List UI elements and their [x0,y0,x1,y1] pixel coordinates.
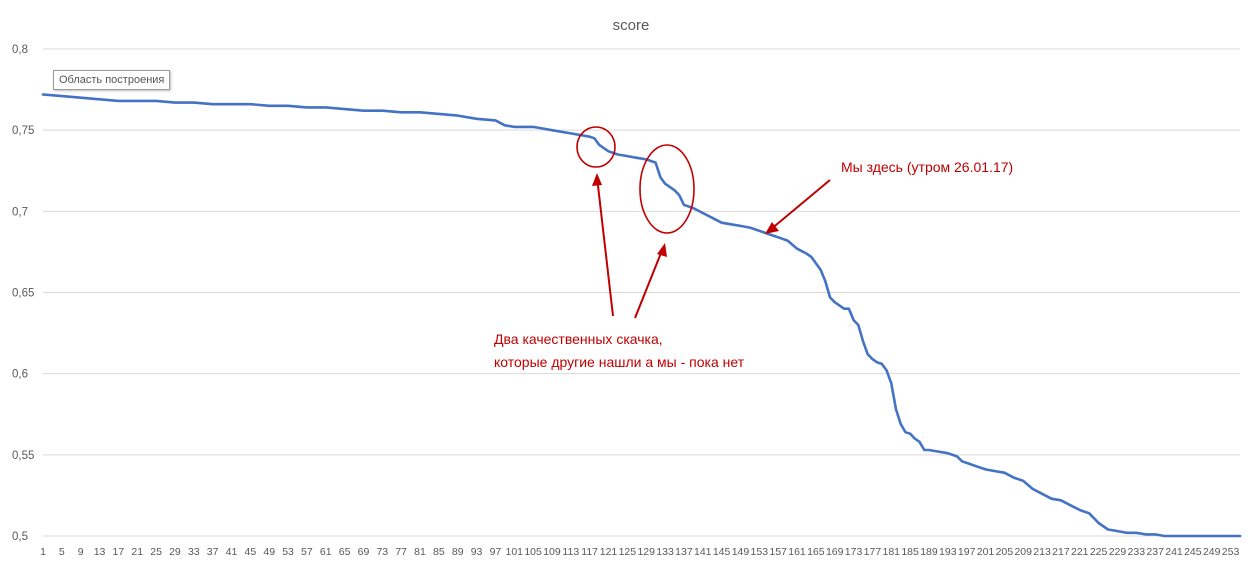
x-tick-label: 173 [845,546,863,558]
x-tick-label: 137 [675,546,693,558]
series-layer [41,93,1242,538]
x-tick-label: 249 [1203,546,1221,558]
y-tick-label: 0,75 [12,125,34,137]
x-tick-label: 225 [1090,546,1108,558]
gridlines [43,48,1240,537]
x-tick-label: 209 [1014,546,1032,558]
x-tick-label: 197 [958,546,976,558]
annotation-arrow-jump-1 [596,176,614,317]
x-tick-label: 25 [150,546,162,558]
y-tick-label: 0,5 [12,531,28,543]
annotation-arrowhead-jump-2 [657,243,667,257]
x-tick-label: 149 [732,546,750,558]
x-tick-label: 69 [358,546,370,558]
x-tick-label: 185 [901,546,919,558]
x-axis-ticks: 1 5 9 13 17 21 25 29 33 37 41 45 49 53 57 61 65 69 73 77 81 8… [40,546,1239,558]
x-tick-label: 109 [543,546,561,558]
x-tick-label: 205 [996,546,1014,558]
x-tick-label: 89 [452,546,464,558]
x-tick-label: 161 [788,546,806,558]
x-tick-label: 229 [1109,546,1127,558]
x-tick-label: 105 [524,546,542,558]
annotation-text-we-are-here: Мы здесь (утром 26.01.17) [841,159,1013,175]
x-tick-label: 133 [656,546,674,558]
x-tick-label: 169 [826,546,844,558]
x-tick-label: 13 [94,546,106,558]
annotation-arrow-we-are-here [769,179,831,231]
x-tick-label: 217 [1052,546,1070,558]
annotation-text-two-jumps-1: Два качественных скачка, [494,331,663,347]
x-tick-label: 49 [263,546,275,558]
x-tick-label: 153 [751,546,769,558]
x-tick-label: 213 [1033,546,1051,558]
x-tick-label: 241 [1165,546,1183,558]
x-tick-label: 189 [920,546,938,558]
annotation-text-two-jumps-2: которые другие нашли а мы - пока нет [494,354,745,370]
x-tick-label: 61 [320,546,332,558]
x-tick-label: 97 [490,546,502,558]
annotation-arrow-jump-2 [634,247,664,319]
x-tick-label: 45 [245,546,257,558]
x-tick-label: 1 [40,546,46,558]
x-tick-label: 201 [977,546,995,558]
y-tick-label: 0,6 [12,369,28,381]
x-tick-label: 37 [207,546,219,558]
annotation-layer: Два качественных скачка, которые другие … [494,126,1013,370]
x-tick-label: 233 [1128,546,1146,558]
x-tick-label: 121 [600,546,618,558]
x-tick-label: 41 [226,546,238,558]
x-tick-label: 177 [864,546,882,558]
x-tick-label: 65 [339,546,351,558]
plot-area-tooltip: Область построения [53,70,171,90]
x-tick-label: 33 [188,546,200,558]
x-tick-label: 245 [1184,546,1202,558]
x-tick-label: 181 [883,546,901,558]
x-tick-label: 85 [433,546,445,558]
x-tick-label: 81 [414,546,426,558]
x-tick-label: 5 [59,546,65,558]
x-tick-label: 57 [301,546,313,558]
x-tick-label: 117 [581,546,598,558]
x-tick-label: 29 [169,546,181,558]
x-tick-label: 101 [505,546,523,558]
annotation-circle-jump-2 [639,144,695,234]
x-tick-label: 193 [939,546,957,558]
annotation-circle-jump-1 [576,126,616,168]
x-tick-label: 141 [694,546,712,558]
x-tick-label: 113 [562,546,579,558]
y-axis-ticks: 0,5 0,55 0,6 0,65 0,7 0,75 0,8 [12,44,34,543]
series-line [41,93,1242,538]
y-tick-label: 0,55 [12,450,34,462]
x-tick-label: 145 [713,546,731,558]
x-tick-label: 17 [113,546,125,558]
x-tick-label: 73 [376,546,388,558]
y-tick-label: 0,65 [12,288,34,300]
x-tick-label: 129 [637,546,655,558]
annotation-arrowhead-jump-1 [592,173,602,186]
x-tick-label: 125 [619,546,637,558]
y-tick-label: 0,7 [12,206,28,218]
y-tick-label: 0,8 [12,44,28,56]
annotation-arrowhead-we-are-here [765,222,779,234]
x-tick-label: 53 [282,546,294,558]
x-tick-label: 77 [395,546,407,558]
x-tick-label: 237 [1146,546,1164,558]
x-tick-label: 253 [1222,546,1240,558]
x-tick-label: 165 [807,546,825,558]
x-tick-label: 221 [1071,546,1089,558]
x-tick-label: 21 [131,546,143,558]
x-tick-label: 157 [769,546,787,558]
x-tick-label: 93 [471,546,483,558]
x-tick-label: 9 [78,546,84,558]
chart-title: score [613,17,650,34]
